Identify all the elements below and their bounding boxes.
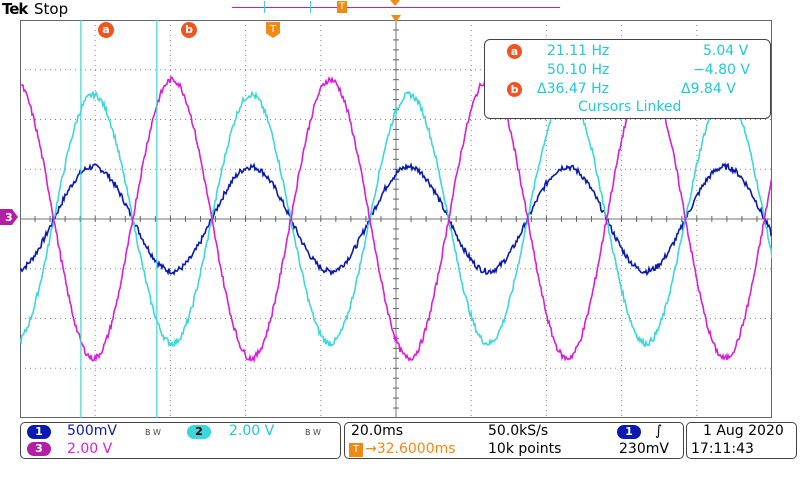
trigger-delay-icon: T (349, 443, 363, 457)
ch2-scale[interactable]: 2.00 V (229, 423, 275, 439)
acquisition-status: Stop (34, 0, 69, 18)
ch2-waveform (20, 89, 772, 348)
ch1-badge[interactable]: 1 (27, 425, 51, 439)
cursor-delta-frequency: Δ36.47 Hz (537, 81, 609, 97)
cursor-a-voltage: 5.04 V (703, 43, 749, 59)
record-view-end (310, 1, 311, 13)
ch3-scale[interactable]: 2.00 V (67, 441, 113, 457)
trigger-time-marker[interactable]: T (266, 22, 280, 38)
trigger-delay[interactable]: →32.6000ms (365, 441, 456, 457)
trigger-time-arrow-icon (391, 15, 401, 22)
cursor-delta-voltage: Δ9.84 V (681, 81, 736, 97)
cursor-readout-panel: a 21.11 Hz 5.04 V 50.10 Hz −4.80 V b Δ36… (484, 39, 771, 119)
record-view-start (264, 1, 265, 13)
timebase-panel[interactable]: 20.0ms 50.0kS/s T →32.6000ms 10k points … (344, 422, 684, 459)
trigger-slope-icon[interactable]: ∫ (655, 423, 663, 439)
ch1-scale[interactable]: 500mV (67, 423, 117, 439)
trigger-position-marker: T (337, 1, 347, 13)
cursor-b-marker[interactable]: b (181, 22, 197, 38)
cursor-b-voltage: −4.80 V (693, 62, 750, 78)
sample-rate: 50.0kS/s (488, 423, 549, 439)
brand-logo: Tek (2, 0, 28, 18)
trigger-level[interactable]: 230mV (619, 441, 669, 457)
record-length: 10k points (488, 441, 562, 457)
horizontal-position-icon[interactable] (390, 0, 400, 6)
ch3-ground-marker[interactable]: 3 (0, 209, 18, 225)
trigger-source-badge[interactable]: 1 (617, 425, 641, 439)
channel-settings-panel[interactable]: 1 500mV B W 2 2.00 V B W 3 2.00 V (20, 422, 341, 459)
cursor-a-frequency: 21.11 Hz (547, 43, 610, 59)
ch1-bandwidth-icon: B W (145, 428, 161, 437)
cursors-linked-label: Cursors Linked (578, 99, 682, 115)
ch2-bandwidth-icon: B W (305, 428, 321, 437)
datetime-panel: 1 Aug 2020 17:11:43 (686, 422, 797, 459)
cursor-b-badge: b (507, 82, 522, 97)
cursor-a-badge: a (507, 44, 522, 59)
date-display: 1 Aug 2020 (703, 423, 784, 439)
ch2-badge[interactable]: 2 (187, 425, 211, 439)
ch3-badge[interactable]: 3 (27, 442, 51, 456)
cursor-a-marker[interactable]: a (98, 22, 114, 38)
record-length-bar (232, 1, 560, 13)
cursor-b-frequency: 50.10 Hz (547, 62, 610, 78)
ch1-waveform (20, 162, 772, 277)
ch3-marker-label: 3 (5, 211, 13, 224)
time-per-division[interactable]: 20.0ms (351, 423, 404, 439)
time-display: 17:11:43 (691, 441, 754, 457)
